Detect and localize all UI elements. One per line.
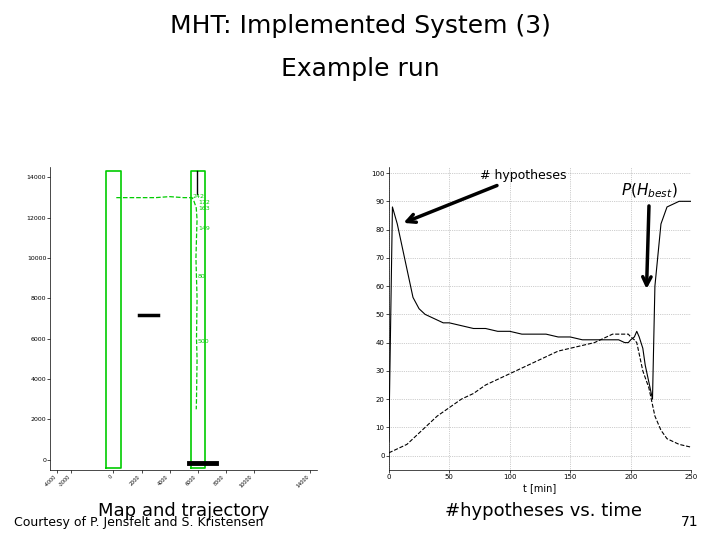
Text: 500: 500 [198,339,210,344]
X-axis label: t [min]: t [min] [523,483,557,492]
Text: $P(H_{best})$: $P(H_{best})$ [621,182,678,285]
Text: 242: 242 [193,194,204,199]
Text: 149: 149 [198,226,210,231]
Text: 71: 71 [681,515,698,529]
Text: # hypotheses: # hypotheses [407,168,566,222]
Text: Map and trajectory: Map and trajectory [98,502,269,520]
Text: Example run: Example run [281,57,439,80]
Text: #hypotheses vs. time: #hypotheses vs. time [445,502,642,520]
Text: 80: 80 [198,274,206,279]
Text: MHT: Implemented System (3): MHT: Implemented System (3) [170,14,550,37]
Text: 172: 172 [198,200,210,205]
Text: 163: 163 [198,206,210,211]
Text: Courtesy of P. Jensfelt and S. Kristensen: Courtesy of P. Jensfelt and S. Kristense… [14,516,264,529]
